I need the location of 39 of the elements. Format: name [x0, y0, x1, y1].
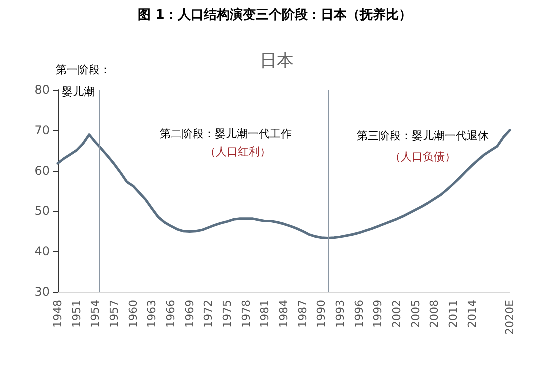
line-series — [56, 129, 512, 240]
annotation: 婴儿潮 — [62, 86, 95, 98]
text: 第一阶段： — [56, 64, 111, 76]
x-tick-label: 1948 — [52, 300, 64, 328]
y-tick-label: 70 — [34, 123, 50, 138]
x-tick-label: 2020E — [504, 300, 516, 335]
annotation: （人口红利） — [205, 146, 271, 158]
y-tick-label: 60 — [34, 164, 50, 178]
x-tick-label: 2011 — [447, 300, 460, 328]
x-tick-label: 1978 — [240, 300, 253, 328]
annotation: 第二阶段：婴儿潮一代工作 — [160, 128, 292, 140]
x-tick-label: 2014 — [466, 300, 479, 328]
y-tick-label: 40 — [34, 244, 50, 259]
x-tick-label: 2008 — [428, 300, 442, 328]
x-tick-label: 1969 — [183, 300, 196, 328]
annotation: 第三阶段：婴儿潮一代退休 — [357, 130, 489, 142]
x-tick-label: 2005 — [409, 300, 422, 328]
x-tick-label: 1975 — [221, 300, 234, 328]
x-tick-label: 1984 — [278, 300, 290, 328]
x-tick-label: 1960 — [126, 300, 140, 328]
chart-subtitle: 日本 — [260, 52, 294, 72]
x-tick-label: 1957 — [108, 300, 121, 328]
x-tick-label: 2002 — [390, 300, 404, 328]
x-tick-label: 1990 — [315, 300, 328, 328]
x-tick-label: 1966 — [164, 300, 178, 328]
chart-title: 图 1：人口结构演变三个阶段：日本（抚养比） — [138, 7, 412, 23]
x-tick-label: 1951 — [70, 300, 84, 328]
x-tick-label: 1981 — [258, 300, 272, 328]
y-tick-label: 30 — [34, 285, 50, 299]
annotation: （人口负债） — [390, 150, 456, 164]
y-tick-label: 50 — [34, 204, 50, 218]
x-tick-label: 1996 — [352, 300, 366, 328]
x-tick-label: 1963 — [146, 300, 159, 328]
x-tick-label: 1954 — [89, 300, 102, 328]
x-tick-label: 1993 — [334, 300, 347, 328]
x-tick-label: 1987 — [296, 300, 310, 328]
x-tick-label: 1999 — [372, 300, 385, 328]
y-tick-label: 80 — [34, 83, 50, 97]
x-tick-label: 1972 — [202, 300, 216, 328]
